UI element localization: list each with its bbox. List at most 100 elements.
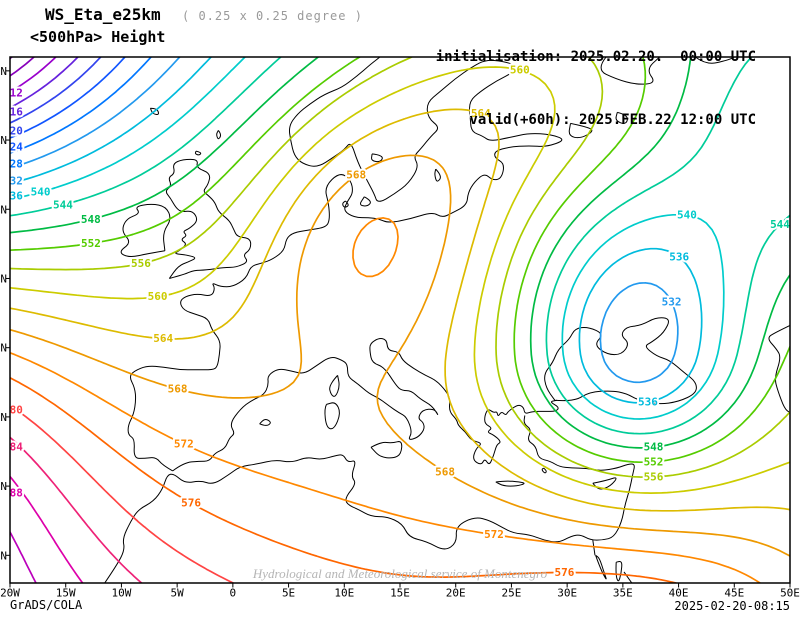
contour-label: 536 [638,395,658,408]
coastlines-layer [104,57,790,583]
contour-label: 556 [644,470,664,483]
contour-label: 532 [662,296,682,309]
contour-line-568 [10,154,790,557]
coastline [370,441,403,459]
contour-label: 568 [346,169,366,182]
coastline [194,150,202,156]
coastline [342,200,349,208]
coastline [768,325,790,414]
contour-label: 544 [770,218,790,231]
contour-line-520 [10,57,102,124]
contour-line-552 [10,57,790,464]
grads-credit: GrADS/COLA [10,598,83,612]
lon-tick-label: 50E [780,587,800,600]
contour-labels-layer: 5125165205245285325365805845885405445485… [3,62,790,581]
lat-tick-label: 35N [0,480,7,493]
valid-time: valid(+60h): 2025.FEB.22 12:00 UTC [469,112,756,128]
contour-label: 564 [471,107,491,120]
contour-label: 540 [31,186,51,199]
contour-label: 548 [644,441,664,454]
contour-line-508 [10,57,35,77]
coastline [600,57,660,85]
coastline [329,375,340,397]
coastline [695,57,735,64]
lon-tick-label: 20E [446,587,466,600]
model-resolution: ( 0.25 x 0.25 degree ) [182,9,363,23]
contour-label: 540 [677,209,697,222]
contour-line-524 [10,57,126,139]
lon-tick-label: 15E [390,587,410,600]
lon-tick-label: 20W [0,587,20,600]
contour-label: 568 [168,383,188,396]
contour-label: 512 [3,87,23,100]
coastline [623,571,633,583]
lat-tick-label: 50N [0,272,7,285]
contours-layer [10,57,790,583]
creation-timestamp: 2025-02-20-08:15 [674,599,790,613]
contour-label: 516 [3,106,23,119]
contour-label: 564 [153,332,173,345]
coastline [495,480,525,487]
lon-tick-label: 35E [613,587,633,600]
coastline [324,402,340,430]
lon-tick-label: 0 [230,587,237,600]
lon-tick-label: 15W [56,587,76,600]
contour-label: 532 [3,175,23,188]
contour-line-576 [10,376,677,583]
lon-tick-label: 40E [669,587,689,600]
lat-tick-label: 45N [0,342,7,355]
coastline [434,168,441,182]
contour-label: 552 [81,237,101,250]
coastline [615,560,623,582]
contour-label: 548 [81,213,101,226]
contour-line-580 [10,404,235,583]
contour-line-528 [10,57,152,154]
watermark: Hydrological and Meteorological service … [252,566,548,581]
contour-label: 584 [3,441,23,454]
lon-tick-label: 25E [501,587,521,600]
lat-tick-label: 30N [0,549,7,562]
coastline [259,419,271,426]
lon-tick-label: 5E [282,587,295,600]
lat-tick-label: 65N [0,65,7,78]
coastline [615,111,628,124]
run-info: initialisation: 2025.02.20. 00:00 UTC va… [436,5,756,173]
coastline [544,317,697,405]
contour-label: 588 [3,487,23,500]
lon-tick-label: 10E [334,587,354,600]
contour-line-564 [10,108,790,512]
contour-label: 568 [435,465,455,478]
contour-line-540 [10,57,725,420]
contour-label: 520 [3,125,23,138]
coastline [127,57,563,472]
coastline [120,203,171,257]
coastline [165,158,252,279]
contour-line-592 [10,531,37,583]
coastline [371,153,383,163]
contour-line-516 [10,57,79,109]
contour-label: 552 [644,455,664,468]
contour-line-560 [10,66,790,494]
contour-label: 556 [131,257,151,270]
model-name: WS_Eta_e25km [45,5,161,24]
contour-label: 536 [669,251,689,264]
coastline [541,467,547,474]
contour-line-544 [10,57,790,435]
contour-label: 528 [3,158,23,171]
contour-label: 572 [484,528,504,541]
contour-line-548 [10,57,790,449]
contour-line-532 [10,57,679,384]
contour-label: 560 [510,64,530,77]
contour-line-536 [10,57,703,404]
coastline [592,477,617,490]
coastline [172,338,559,472]
lon-tick-label: 30E [557,587,577,600]
lon-tick-label: 5W [171,587,185,600]
coastline [360,196,371,207]
contour-label: 576 [181,497,201,510]
lat-tick-label: 60N [0,134,7,147]
contour-label: 572 [174,438,194,451]
axis-labels-layer: 20W 15W 10W 5W 0 5E 10E 15E 20E 25E 30E 35E 40E 45E 50… [0,65,800,600]
contour-label: 536 [3,190,23,203]
